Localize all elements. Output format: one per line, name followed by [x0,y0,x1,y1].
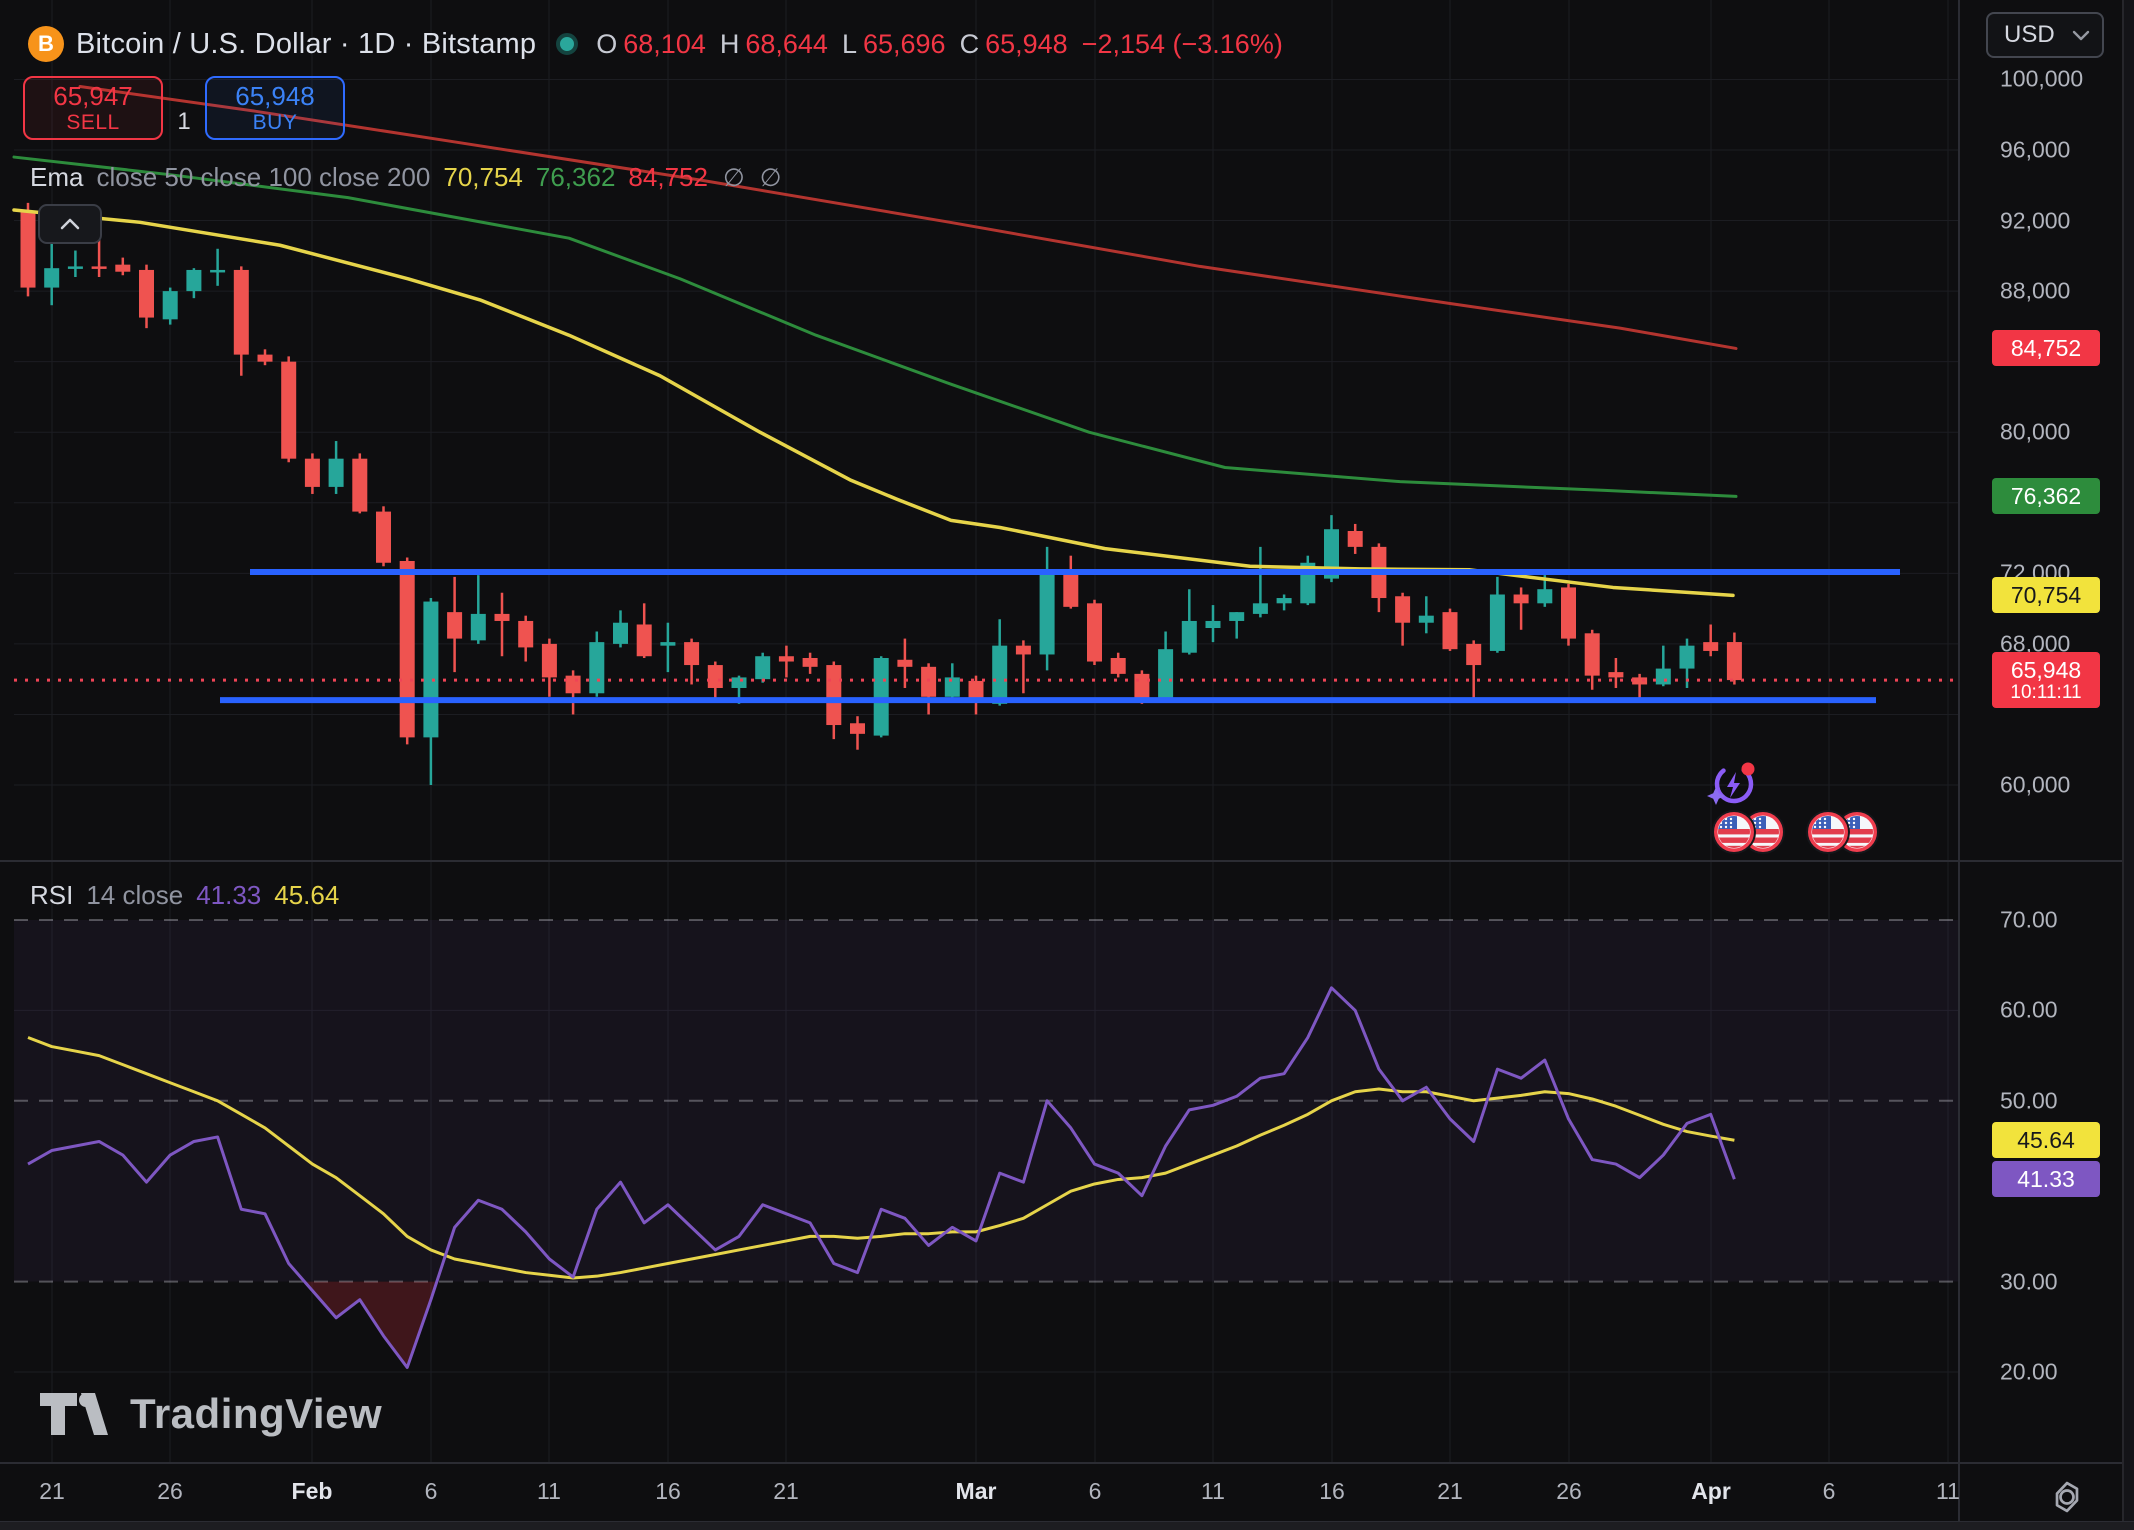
change-value: −2,154 (−3.16%) [1081,28,1283,59]
price-axis-label: 96,000 [2000,136,2071,163]
price-axis-label: 80,000 [2000,418,2071,445]
high-value: 68,644 [745,28,828,59]
time-tick-label: 21 [1437,1478,1463,1504]
price-axis-badge: 65,948 10:11:11 [1992,652,2100,709]
ema200-value: 84,752 [628,162,708,192]
sell-button[interactable]: 65,947 SELL [23,76,163,140]
pane-divider[interactable] [0,860,2134,862]
open-label: O [596,28,618,59]
tradingview-watermark: TradingView [40,1390,382,1438]
ema50-value: 70,754 [443,162,523,192]
close-label: C [959,28,980,59]
economic-event-flags-us[interactable] [1805,809,1881,860]
low-label: L [841,28,857,59]
high-label: H [719,28,740,59]
chevron-up-icon [60,218,80,230]
rsi-axis-label: 20.00 [2000,1358,2058,1385]
price-axis-badge: 84,752 [1992,330,2100,367]
ema-name: Ema [30,162,84,192]
ai-sparkle-icon[interactable] [1706,756,1760,815]
rsi-value: 41.33 [196,880,262,910]
price-axis-label: 60,000 [2000,771,2071,798]
rsi-params: 14 close [86,880,184,910]
gear-icon [2055,1481,2079,1513]
chevron-down-icon [2072,30,2090,40]
rsi-axis-badge: 45.64 [1992,1122,2100,1159]
price-axis-label: 88,000 [2000,277,2071,304]
bottom-edge-strip [0,1521,2134,1530]
time-tick-label: 11 [1201,1478,1225,1504]
price-axis-badge: 70,754 [1992,577,2100,614]
trade-panel: 65,947 SELL 1 65,948 BUY [23,76,345,140]
rsi-axis-label: 70.00 [2000,906,2058,933]
rsi-indicator-legend[interactable]: RSI 14 close 41.33 45.64 [30,880,339,911]
open-value: 68,104 [623,28,706,59]
hide-indicator-icon[interactable]: ∅ [722,163,745,192]
rsi-name: RSI [30,880,74,910]
countdown-timer: 10:11:11 [2010,682,2082,704]
ohlc-values: O 68,104 H 68,644 L 65,696 C 65,948 [596,29,1067,60]
economic-event-flags-us[interactable] [1711,809,1787,860]
time-tick-label: 16 [1319,1478,1345,1504]
price-axis-divider [1958,0,1960,1530]
quantity-value[interactable]: 1 [177,108,191,135]
tradingview-logo-icon [40,1393,108,1435]
collapse-legend-button[interactable] [38,204,102,244]
rsi-ma-value: 45.64 [274,880,340,910]
buy-label: BUY [252,110,298,134]
timezone-settings-button[interactable] [2048,1478,2086,1521]
price-axis-label: 92,000 [2000,207,2071,234]
currency-label: USD [2004,21,2055,48]
market-status-icon[interactable] [556,33,579,55]
right-toolbar-strip [2122,0,2134,1530]
price-axis-label: 68,000 [2000,630,2071,657]
time-tick-label: Feb [291,1478,333,1504]
time-tick-label: 16 [655,1478,681,1504]
time-axis-divider [0,1462,2134,1464]
ema-params: close 50 close 100 close 200 [96,162,431,192]
symbol-legend[interactable]: B Bitcoin / U.S. Dollar · 1D · Bitstamp … [28,26,1283,62]
rsi-axis-badge: 41.33 [1992,1161,2100,1198]
time-tick-label: Mar [955,1478,997,1504]
time-tick-label: 21 [773,1478,799,1504]
bitcoin-icon: B [28,26,64,62]
ema-indicator-legend[interactable]: Ema close 50 close 100 close 200 70,754 … [30,162,782,193]
low-value: 65,696 [862,28,946,59]
buy-button[interactable]: 65,948 BUY [205,76,345,140]
ema100-value: 76,362 [535,162,616,192]
watermark-text: TradingView [130,1390,383,1437]
currency-selector[interactable]: USD [1986,12,2104,58]
time-tick-label: Apr [1691,1478,1731,1504]
symbol-title[interactable]: Bitcoin / U.S. Dollar · 1D · Bitstamp [76,27,537,60]
time-tick-label: 26 [157,1478,183,1504]
sell-price: 65,947 [53,81,133,112]
time-tick-label: 11 [537,1478,561,1504]
rsi-axis-label: 60.00 [2000,996,2058,1023]
buy-price: 65,948 [235,81,315,112]
time-tick-label: 6 [424,1478,438,1504]
price-axis-label: 100,000 [2000,65,2084,92]
time-tick-label: 6 [1088,1478,1102,1504]
time-tick-label: 21 [39,1478,65,1504]
close-value: 65,948 [985,28,1068,59]
time-tick-label: 6 [1822,1478,1836,1504]
rsi-axis-label: 50.00 [2000,1087,2058,1114]
hide-indicator-icon[interactable]: ∅ [759,163,782,192]
time-tick-label: 26 [1556,1478,1582,1504]
rsi-axis-label: 30.00 [2000,1268,2058,1295]
price-axis-badge: 76,362 [1992,478,2100,515]
time-tick-label: 11 [1936,1478,1960,1504]
sell-label: SELL [66,110,120,134]
